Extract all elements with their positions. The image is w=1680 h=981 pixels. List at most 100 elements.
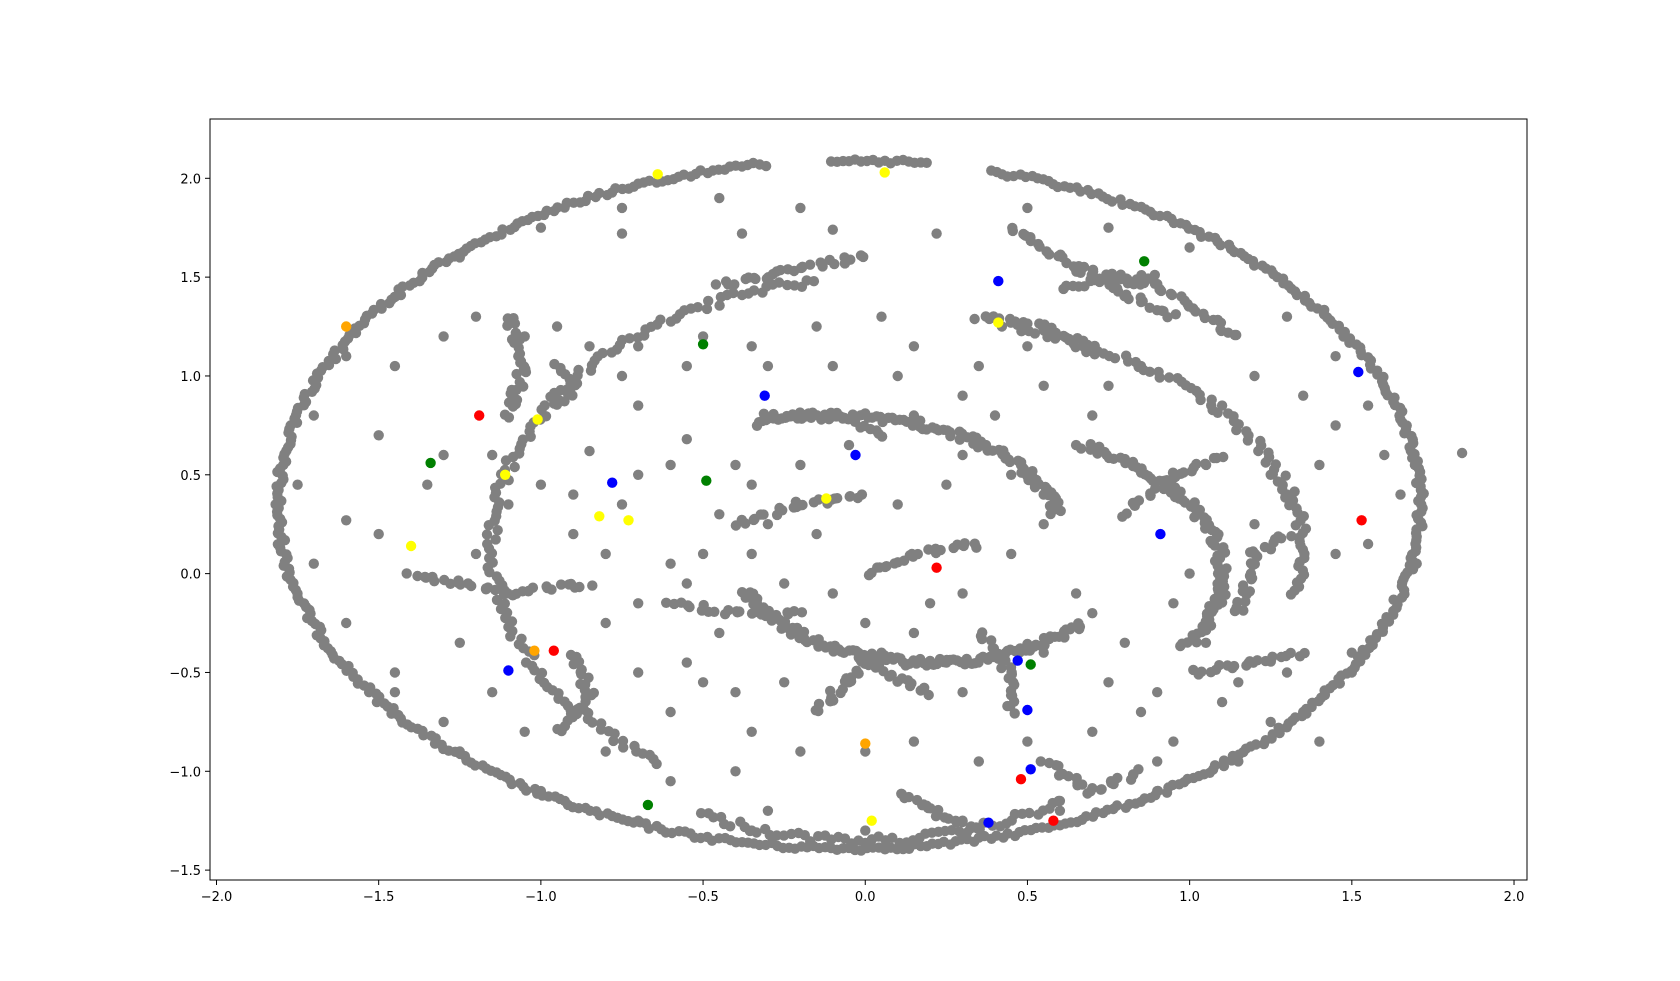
data-point	[782, 279, 793, 291]
data-point	[600, 548, 611, 560]
data-point	[827, 360, 838, 372]
data-point	[600, 746, 611, 757]
data-point	[525, 431, 536, 442]
data-point	[1127, 456, 1139, 468]
data-point	[775, 264, 786, 276]
data-point	[715, 291, 727, 303]
data-point	[1087, 608, 1098, 619]
data-point	[714, 627, 725, 639]
data-point	[505, 631, 516, 642]
data-point	[1070, 342, 1081, 353]
data-point	[1152, 687, 1163, 698]
data-point	[608, 735, 619, 747]
data-point	[1022, 202, 1033, 214]
data-point	[1206, 394, 1217, 405]
data-point	[665, 776, 676, 787]
data-point	[954, 426, 965, 437]
data-point	[697, 331, 709, 342]
data-point	[511, 394, 523, 406]
data-point	[1232, 596, 1243, 608]
data-point-blue	[1025, 764, 1036, 775]
data-point	[519, 331, 530, 342]
data-point	[1298, 390, 1309, 401]
data-point	[954, 826, 965, 837]
data-point-yellow	[594, 511, 605, 522]
data-point	[633, 469, 644, 480]
data-point	[308, 410, 319, 421]
data-point	[1152, 756, 1163, 767]
data-point	[1170, 309, 1182, 320]
data-point-yellow	[879, 167, 890, 178]
data-point	[1221, 563, 1232, 574]
data-point	[643, 823, 655, 834]
data-point	[1250, 549, 1261, 560]
data-point	[454, 637, 465, 648]
data-point	[922, 802, 934, 814]
data-point	[1135, 706, 1147, 718]
data-point	[860, 617, 871, 629]
data-point	[1280, 470, 1291, 481]
data-point	[618, 742, 629, 753]
data-point	[1237, 580, 1249, 591]
data-point	[466, 580, 477, 592]
data-point	[795, 459, 806, 471]
data-point	[828, 410, 839, 421]
data-point-yellow	[405, 540, 417, 552]
data-point	[1229, 329, 1241, 341]
data-point	[632, 332, 643, 343]
data-point	[708, 812, 719, 823]
data-point	[825, 156, 837, 167]
data-point	[1218, 755, 1230, 766]
data-point	[1166, 289, 1178, 301]
data-point	[389, 667, 401, 678]
x-tick-label: −2.0	[201, 890, 233, 905]
data-point	[587, 717, 598, 728]
data-point	[1075, 267, 1086, 278]
data-point	[1010, 316, 1021, 327]
data-point	[445, 578, 456, 589]
data-point	[1263, 447, 1274, 458]
data-point	[455, 579, 466, 590]
data-point	[1103, 677, 1114, 688]
data-point	[1456, 447, 1468, 459]
data-point	[1024, 807, 1035, 819]
data-point	[827, 224, 838, 235]
data-point	[633, 598, 644, 609]
data-point	[881, 561, 892, 572]
data-point	[1223, 239, 1235, 250]
data-point-blue	[1155, 528, 1166, 540]
data-point	[1085, 439, 1096, 450]
data-point	[813, 494, 824, 505]
data-point	[1227, 662, 1238, 674]
data-point	[546, 584, 557, 595]
data-point	[856, 489, 868, 500]
data-point	[499, 409, 511, 420]
data-point-blue	[1022, 704, 1033, 716]
data-point	[1346, 647, 1358, 658]
data-point	[957, 815, 968, 826]
data-point	[986, 165, 997, 176]
data-point	[1265, 716, 1276, 728]
data-point	[746, 726, 757, 737]
data-point	[1214, 660, 1225, 671]
data-point	[1053, 770, 1065, 781]
y-tick-label: 1.0	[180, 370, 201, 385]
data-point	[892, 499, 903, 510]
data-point-orange	[529, 645, 540, 656]
data-point-red	[1356, 515, 1367, 526]
data-point	[373, 528, 384, 540]
data-point	[1133, 495, 1145, 506]
data-point	[779, 677, 790, 688]
data-point	[470, 548, 482, 560]
data-point	[585, 365, 597, 376]
data-point	[1252, 655, 1263, 666]
data-point	[521, 785, 532, 796]
data-point	[469, 760, 481, 771]
data-point	[1038, 380, 1049, 391]
data-point	[796, 607, 808, 618]
data-point	[1124, 198, 1136, 210]
data-point	[1077, 779, 1088, 790]
data-point	[470, 311, 482, 322]
data-point	[876, 311, 887, 322]
data-point	[606, 347, 617, 358]
